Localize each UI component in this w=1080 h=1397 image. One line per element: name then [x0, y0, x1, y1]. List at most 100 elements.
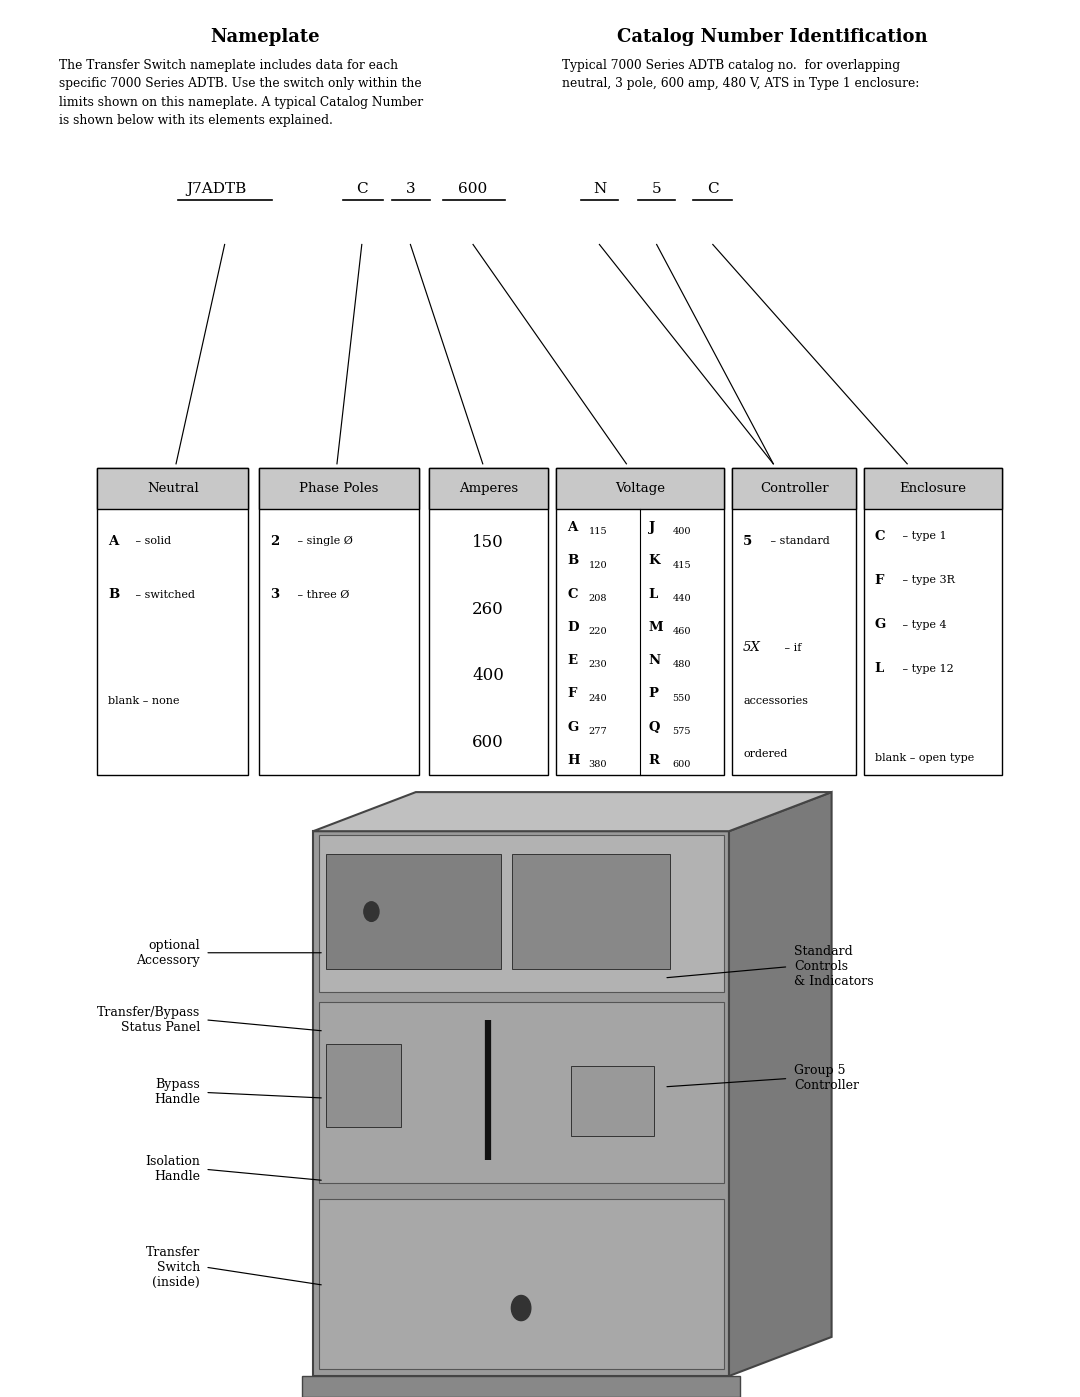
Text: B: B — [567, 555, 578, 567]
Text: F: F — [567, 687, 577, 700]
Circle shape — [364, 902, 379, 922]
Text: – switched: – switched — [132, 590, 194, 599]
Text: C: C — [875, 529, 886, 542]
Text: L: L — [875, 662, 885, 676]
Text: ordered: ordered — [743, 749, 787, 759]
Text: 230: 230 — [589, 661, 607, 669]
Text: 208: 208 — [589, 594, 607, 604]
FancyBboxPatch shape — [732, 468, 856, 775]
Text: 2: 2 — [270, 535, 280, 548]
Text: 400: 400 — [672, 528, 691, 536]
Text: 3: 3 — [270, 588, 279, 601]
Text: Isolation
Handle: Isolation Handle — [145, 1155, 200, 1183]
Text: 150: 150 — [472, 534, 504, 552]
Text: K: K — [649, 555, 660, 567]
Text: B: B — [108, 588, 119, 601]
Text: – if: – if — [781, 643, 801, 652]
FancyBboxPatch shape — [319, 1199, 724, 1369]
Text: Transfer
Switch
(inside): Transfer Switch (inside) — [146, 1246, 200, 1288]
Text: Neutral: Neutral — [147, 482, 199, 496]
Text: 220: 220 — [589, 627, 607, 636]
FancyBboxPatch shape — [571, 1066, 654, 1136]
Text: 5X: 5X — [743, 641, 760, 654]
Text: J7ADTB: J7ADTB — [186, 182, 246, 196]
Text: 460: 460 — [672, 627, 691, 636]
FancyBboxPatch shape — [429, 468, 548, 775]
Text: 480: 480 — [672, 661, 691, 669]
Text: Controller: Controller — [760, 482, 828, 496]
Text: C: C — [707, 182, 718, 196]
Text: Enclosure: Enclosure — [900, 482, 967, 496]
Text: 260: 260 — [472, 601, 504, 617]
Text: 600: 600 — [458, 182, 488, 196]
Text: Catalog Number Identification: Catalog Number Identification — [617, 28, 928, 46]
Text: J: J — [649, 521, 654, 534]
Text: Group 5
Controller: Group 5 Controller — [794, 1065, 859, 1092]
FancyBboxPatch shape — [97, 468, 248, 510]
Circle shape — [512, 1295, 531, 1320]
Text: 550: 550 — [672, 693, 691, 703]
Text: E: E — [567, 654, 577, 668]
Text: Nameplate: Nameplate — [210, 28, 320, 46]
FancyBboxPatch shape — [259, 468, 419, 775]
Text: – type 1: – type 1 — [899, 531, 946, 541]
Text: A: A — [567, 521, 577, 534]
Text: 575: 575 — [672, 726, 691, 736]
Text: Voltage: Voltage — [615, 482, 665, 496]
FancyBboxPatch shape — [864, 468, 1002, 775]
Text: – type 4: – type 4 — [899, 620, 946, 630]
Text: N: N — [649, 654, 661, 668]
Text: H: H — [567, 754, 580, 767]
Text: blank – open type: blank – open type — [875, 753, 974, 763]
Text: – type 12: – type 12 — [899, 664, 954, 673]
Text: optional
Accessory: optional Accessory — [136, 939, 200, 967]
Text: – standard: – standard — [767, 536, 829, 546]
FancyBboxPatch shape — [326, 1044, 401, 1127]
Text: C: C — [567, 588, 578, 601]
FancyBboxPatch shape — [429, 468, 548, 510]
FancyBboxPatch shape — [512, 854, 670, 970]
Text: Phase Poles: Phase Poles — [299, 482, 379, 496]
Text: 400: 400 — [472, 668, 504, 685]
FancyBboxPatch shape — [732, 468, 856, 510]
Text: 415: 415 — [672, 560, 691, 570]
Text: G: G — [875, 619, 886, 631]
FancyBboxPatch shape — [556, 468, 724, 775]
Text: – type 3R: – type 3R — [899, 576, 955, 585]
Text: accessories: accessories — [743, 696, 808, 705]
Text: Typical 7000 Series ADTB catalog no.  for overlapping
neutral, 3 pole, 600 amp, : Typical 7000 Series ADTB catalog no. for… — [562, 59, 919, 91]
Polygon shape — [313, 792, 832, 831]
Text: F: F — [875, 574, 885, 587]
FancyBboxPatch shape — [319, 1002, 724, 1183]
Text: R: R — [649, 754, 660, 767]
Text: 115: 115 — [589, 528, 607, 536]
Text: P: P — [649, 687, 659, 700]
Text: Standard
Controls
& Indicators: Standard Controls & Indicators — [794, 946, 874, 988]
Text: Amperes: Amperes — [459, 482, 517, 496]
Text: 440: 440 — [672, 594, 691, 604]
FancyBboxPatch shape — [259, 468, 419, 510]
Text: 380: 380 — [589, 760, 607, 770]
FancyBboxPatch shape — [326, 854, 501, 970]
FancyBboxPatch shape — [97, 468, 248, 775]
Polygon shape — [729, 792, 832, 1376]
Text: – three Ø: – three Ø — [294, 590, 349, 599]
FancyBboxPatch shape — [864, 468, 1002, 510]
Text: – solid: – solid — [132, 536, 171, 546]
Text: 3: 3 — [406, 182, 415, 196]
Text: 5: 5 — [652, 182, 661, 196]
FancyBboxPatch shape — [313, 831, 729, 1376]
Text: 5: 5 — [743, 535, 753, 548]
Text: 600: 600 — [472, 733, 504, 750]
Text: L: L — [649, 588, 658, 601]
Text: G: G — [567, 721, 578, 733]
Text: Transfer/Bypass
Status Panel: Transfer/Bypass Status Panel — [96, 1006, 200, 1034]
Text: M: M — [649, 620, 663, 634]
FancyBboxPatch shape — [302, 1376, 740, 1397]
Text: D: D — [567, 620, 579, 634]
Text: 600: 600 — [672, 760, 691, 770]
Text: blank – none: blank – none — [108, 696, 179, 705]
Text: C: C — [356, 182, 367, 196]
Text: 240: 240 — [589, 693, 607, 703]
FancyBboxPatch shape — [556, 468, 724, 510]
